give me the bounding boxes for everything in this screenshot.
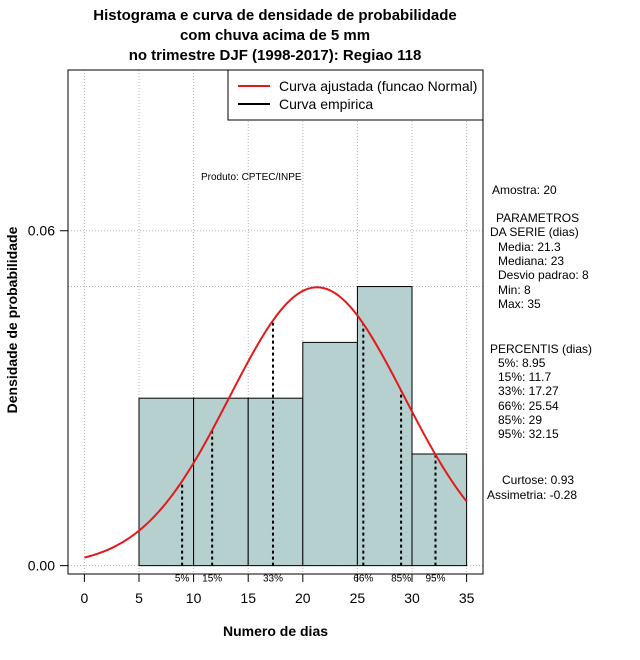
stat-sd: Desvio padrao: 8 xyxy=(498,268,589,282)
percentile-p95: 95%: 32.15 xyxy=(498,427,559,441)
normal-fit-curve xyxy=(84,286,468,559)
histogram-bars xyxy=(138,286,468,567)
percentile-p33: 33%: 17.27 xyxy=(498,384,559,398)
percentile-tick-label-p95: 95% xyxy=(425,574,445,585)
y-axis-label: Densidade de probabilidade xyxy=(4,226,20,414)
product-label: Produto: CPTEC/INPE xyxy=(201,172,302,183)
histogram-bar-1 xyxy=(138,397,195,567)
axes: 0 5 10 15 20 25 30 35 0.00 0.06 xyxy=(28,223,475,606)
percentile-tick-label-p5: 5% xyxy=(175,574,190,585)
histogram-bar-6 xyxy=(411,453,468,567)
legend-empirical-label: Curva empirica xyxy=(279,96,373,112)
stat-max: Max: 35 xyxy=(498,297,541,311)
x-tick-label-20: 20 xyxy=(295,590,311,606)
percentile-p15: 15%: 11.7 xyxy=(498,370,552,384)
params-title-2: DA SERIE (dias) xyxy=(490,225,579,239)
normal-fit-line xyxy=(84,286,468,559)
x-axis-label: Numero de dias xyxy=(222,623,329,639)
x-tick-label-10: 10 xyxy=(186,590,202,606)
x-tick-label-15: 15 xyxy=(240,590,256,606)
y-tick-label-1: 0.06 xyxy=(28,223,55,239)
stat-median: Mediana: 23 xyxy=(498,254,565,268)
chart-title-line-3: no trimestre DJF (1998-2017): Regiao 118 xyxy=(128,47,422,64)
y-tick-label-0: 0.00 xyxy=(28,558,55,574)
histogram-bar-3 xyxy=(247,397,304,567)
chart-title-line-1: Histograma e curva de densidade de proba… xyxy=(93,7,457,24)
percentile-p66: 66%: 25.54 xyxy=(498,399,559,413)
percentile-tick-label-p85: 85% xyxy=(391,574,411,585)
legend: Curva ajustada (funcao Normal) Curva emp… xyxy=(227,69,484,121)
x-tick-label-35: 35 xyxy=(459,590,475,606)
params-title-1: PARAMETROS xyxy=(496,211,580,225)
chart-title-line-2: com chuva acima de 5 mm xyxy=(179,27,371,44)
stat-kurtosis: Curtose: 0.93 xyxy=(502,473,575,487)
stat-skewness: Assimetria: -0.28 xyxy=(487,488,578,502)
percentile-tick-label-p66: 66% xyxy=(353,574,373,585)
histogram-bar-2 xyxy=(193,397,249,567)
stat-min: Min: 8 xyxy=(498,283,531,297)
percentile-tick-label-p15: 15% xyxy=(202,574,222,585)
sample-size: Amostra: 20 xyxy=(492,183,557,197)
x-tick-label-0: 0 xyxy=(80,590,88,606)
percentile-p5: 5%: 8.95 xyxy=(498,356,546,370)
histogram-bar-5 xyxy=(356,286,413,567)
x-tick-label-25: 25 xyxy=(350,590,366,606)
x-tick-label-30: 30 xyxy=(404,590,420,606)
x-tick-label-5: 5 xyxy=(135,590,143,606)
legend-box xyxy=(227,69,484,121)
stat-mean: Media: 21.3 xyxy=(498,240,561,254)
legend-fitted-label: Curva ajustada (funcao Normal) xyxy=(279,78,477,94)
histogram-bar-4 xyxy=(302,341,358,567)
percentile-markers: 5% 15% 33% 66% 85% 95% xyxy=(175,320,446,585)
percentile-p85: 85%: 29 xyxy=(498,413,543,427)
percentile-tick-label-p33: 33% xyxy=(263,574,283,585)
percentis-title: PERCENTIS (dias) xyxy=(490,342,593,356)
